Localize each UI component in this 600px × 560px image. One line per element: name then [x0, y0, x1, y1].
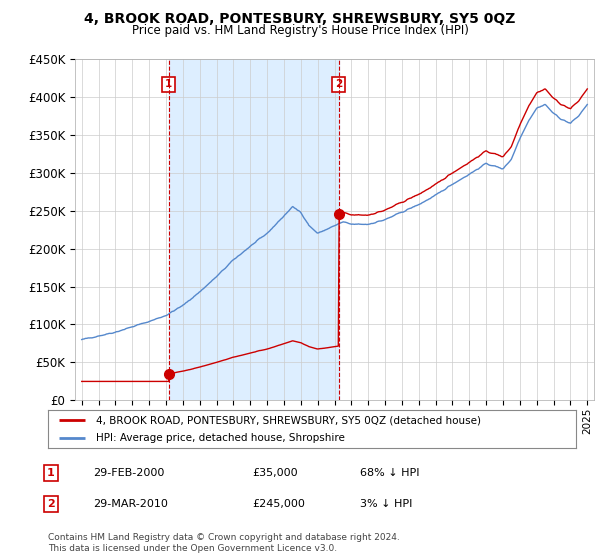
Text: 4, BROOK ROAD, PONTESBURY, SHREWSBURY, SY5 0QZ (detached house): 4, BROOK ROAD, PONTESBURY, SHREWSBURY, S… — [95, 415, 481, 425]
Text: 2: 2 — [335, 80, 342, 90]
Text: 4, BROOK ROAD, PONTESBURY, SHREWSBURY, SY5 0QZ: 4, BROOK ROAD, PONTESBURY, SHREWSBURY, S… — [85, 12, 515, 26]
Text: HPI: Average price, detached house, Shropshire: HPI: Average price, detached house, Shro… — [95, 433, 344, 444]
Text: 29-FEB-2000: 29-FEB-2000 — [93, 468, 164, 478]
Text: £35,000: £35,000 — [252, 468, 298, 478]
Text: £245,000: £245,000 — [252, 499, 305, 509]
Text: 3% ↓ HPI: 3% ↓ HPI — [360, 499, 412, 509]
Text: 1: 1 — [47, 468, 55, 478]
Text: 2: 2 — [47, 499, 55, 509]
Text: Price paid vs. HM Land Registry's House Price Index (HPI): Price paid vs. HM Land Registry's House … — [131, 24, 469, 36]
Text: This data is licensed under the Open Government Licence v3.0.: This data is licensed under the Open Gov… — [48, 544, 337, 553]
Text: Contains HM Land Registry data © Crown copyright and database right 2024.: Contains HM Land Registry data © Crown c… — [48, 533, 400, 542]
Text: 1: 1 — [165, 80, 172, 90]
Text: 68% ↓ HPI: 68% ↓ HPI — [360, 468, 419, 478]
Text: 29-MAR-2010: 29-MAR-2010 — [93, 499, 168, 509]
Bar — [169, 59, 338, 400]
